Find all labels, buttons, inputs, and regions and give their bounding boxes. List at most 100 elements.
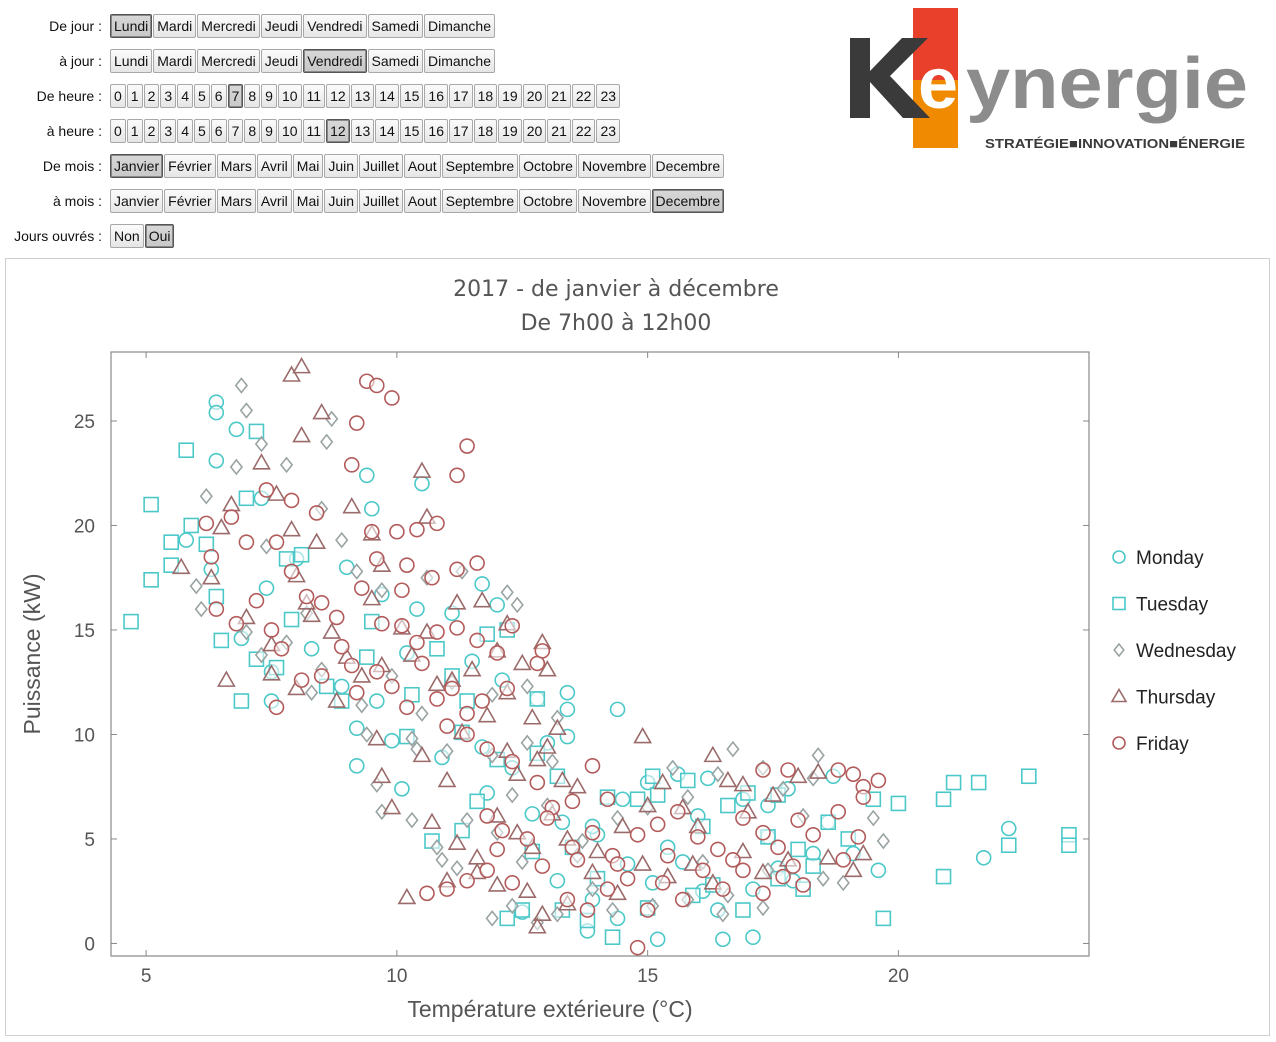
from-hour-option-4[interactable]: 4: [177, 84, 193, 108]
to-hour-option-3[interactable]: 3: [160, 119, 177, 143]
to-hour-option-22[interactable]: 22: [571, 119, 596, 143]
from-month-option-juillet[interactable]: Juillet: [359, 154, 403, 178]
to-day-option-samedi[interactable]: Samedi: [367, 49, 423, 73]
from-month-option-février[interactable]: Février: [164, 154, 216, 178]
from-hour-option-0[interactable]: 0: [110, 84, 126, 108]
from-month-option-octobre[interactable]: Octobre: [519, 154, 577, 178]
to-day-option-lundi[interactable]: Lundi: [110, 49, 153, 73]
point-friday: [504, 617, 521, 634]
to-hour-option-8[interactable]: 8: [244, 119, 261, 143]
to-hour-option-1[interactable]: 1: [126, 119, 143, 143]
to-hour-option-7[interactable]: 7: [227, 119, 244, 143]
point-thursday: [653, 772, 673, 790]
from-day-option-mercredi[interactable]: Mercredi: [197, 14, 260, 38]
from-hour-option-23[interactable]: 23: [596, 84, 621, 108]
from-day-option-jeudi[interactable]: Jeudi: [260, 14, 303, 38]
from-hour-option-7[interactable]: 7: [227, 84, 244, 108]
point-friday: [755, 762, 771, 778]
to-hour-option-15[interactable]: 15: [399, 119, 424, 143]
from-hour-option-12[interactable]: 12: [326, 84, 350, 108]
working-days-option-non[interactable]: Non: [110, 224, 144, 248]
to-hour-option-13[interactable]: 13: [350, 119, 375, 143]
point-wednesday: [605, 901, 620, 919]
to-hour-option-5[interactable]: 5: [193, 119, 210, 143]
to-month-option-octobre[interactable]: Octobre: [519, 189, 577, 213]
from-hour-option-5[interactable]: 5: [193, 84, 210, 108]
to-month-option-novembre[interactable]: Novembre: [577, 189, 651, 213]
from-hour-option-8[interactable]: 8: [244, 84, 261, 108]
from-month-option-decembre[interactable]: Decembre: [651, 154, 725, 178]
from-hour-option-14[interactable]: 14: [375, 84, 399, 108]
to-hour-option-17[interactable]: 17: [448, 119, 473, 143]
to-month-option-juin[interactable]: Juin: [324, 189, 359, 213]
to-day-option-vendredi[interactable]: Vendredi: [303, 49, 367, 73]
from-hour-option-17[interactable]: 17: [448, 84, 473, 108]
to-hour-option-21[interactable]: 21: [547, 119, 571, 143]
to-month-option-mars[interactable]: Mars: [216, 189, 256, 213]
from-hour-option-2[interactable]: 2: [143, 84, 160, 108]
from-hour-option-3[interactable]: 3: [160, 84, 177, 108]
to-month-option-decembre[interactable]: Decembre: [651, 189, 725, 213]
to-hour-option-11[interactable]: 11: [302, 119, 326, 143]
from-month-option-mars[interactable]: Mars: [216, 154, 256, 178]
from-month-option-avril[interactable]: Avril: [256, 154, 292, 178]
to-hour-option-6[interactable]: 6: [210, 119, 227, 143]
from-day-option-lundi[interactable]: Lundi: [110, 14, 153, 38]
to-day-option-jeudi[interactable]: Jeudi: [260, 49, 303, 73]
from-hour-option-9[interactable]: 9: [261, 84, 277, 108]
to-month-option-aout[interactable]: Aout: [403, 189, 441, 213]
from-day-option-mardi[interactable]: Mardi: [153, 14, 197, 38]
from-month-option-mai[interactable]: Mai: [292, 154, 324, 178]
from-month-option-novembre[interactable]: Novembre: [577, 154, 651, 178]
working-days-option-oui[interactable]: Oui: [144, 224, 175, 248]
to-day-option-dimanche[interactable]: Dimanche: [423, 49, 495, 73]
point-friday: [499, 680, 516, 697]
from-day-option-dimanche[interactable]: Dimanche: [423, 14, 495, 38]
from-hour-option-19[interactable]: 19: [498, 84, 522, 108]
to-hour-option-4[interactable]: 4: [177, 119, 193, 143]
from-hour-option-15[interactable]: 15: [399, 84, 424, 108]
to-month-option-février[interactable]: Février: [164, 189, 216, 213]
to-hour-option-23[interactable]: 23: [596, 119, 621, 143]
to-hour-option-14[interactable]: 14: [375, 119, 399, 143]
to-hour-option-0[interactable]: 0: [110, 119, 126, 143]
to-month-option-janvier[interactable]: Janvier: [110, 189, 164, 213]
to-day-option-mercredi[interactable]: Mercredi: [197, 49, 260, 73]
to-month-option-juillet[interactable]: Juillet: [359, 189, 403, 213]
to-month-option-septembre[interactable]: Septembre: [441, 189, 519, 213]
point-friday: [384, 678, 400, 695]
point-thursday: [853, 843, 873, 861]
point-tuesday: [644, 768, 661, 785]
to-hour-option-20[interactable]: 20: [522, 119, 547, 143]
from-hour-option-21[interactable]: 21: [547, 84, 571, 108]
from-hour-option-22[interactable]: 22: [571, 84, 596, 108]
from-hour-option-10[interactable]: 10: [277, 84, 302, 108]
to-hour-option-18[interactable]: 18: [473, 119, 498, 143]
to-hour-option-19[interactable]: 19: [498, 119, 522, 143]
from-hour-option-13[interactable]: 13: [350, 84, 375, 108]
to-hour-option-10[interactable]: 10: [277, 119, 302, 143]
from-hour-option-11[interactable]: 11: [302, 84, 326, 108]
from-month-option-juin[interactable]: Juin: [324, 154, 359, 178]
to-hour-option-9[interactable]: 9: [261, 119, 277, 143]
from-day-option-samedi[interactable]: Samedi: [367, 14, 423, 38]
point-wednesday: [816, 870, 830, 887]
to-hour-option-12[interactable]: 12: [326, 119, 350, 143]
from-hour-option-16[interactable]: 16: [424, 84, 448, 108]
from-hour-option-18[interactable]: 18: [473, 84, 498, 108]
from-hour-option-6[interactable]: 6: [210, 84, 227, 108]
from-hour-option-20[interactable]: 20: [522, 84, 547, 108]
from-month-option-janvier[interactable]: Janvier: [110, 154, 164, 178]
to-month-option-mai[interactable]: Mai: [292, 189, 324, 213]
to-month-option-avril[interactable]: Avril: [256, 189, 292, 213]
point-thursday: [487, 875, 507, 892]
from-month-option-septembre[interactable]: Septembre: [441, 154, 519, 178]
point-wednesday: [876, 832, 890, 850]
to-hour-option-16[interactable]: 16: [424, 119, 448, 143]
from-day-option-vendredi[interactable]: Vendredi: [303, 14, 367, 38]
from-month-option-aout[interactable]: Aout: [403, 154, 441, 178]
from-hour-option-1[interactable]: 1: [126, 84, 143, 108]
point-friday: [353, 580, 370, 596]
to-hour-option-2[interactable]: 2: [143, 119, 160, 143]
to-day-option-mardi[interactable]: Mardi: [153, 49, 197, 73]
